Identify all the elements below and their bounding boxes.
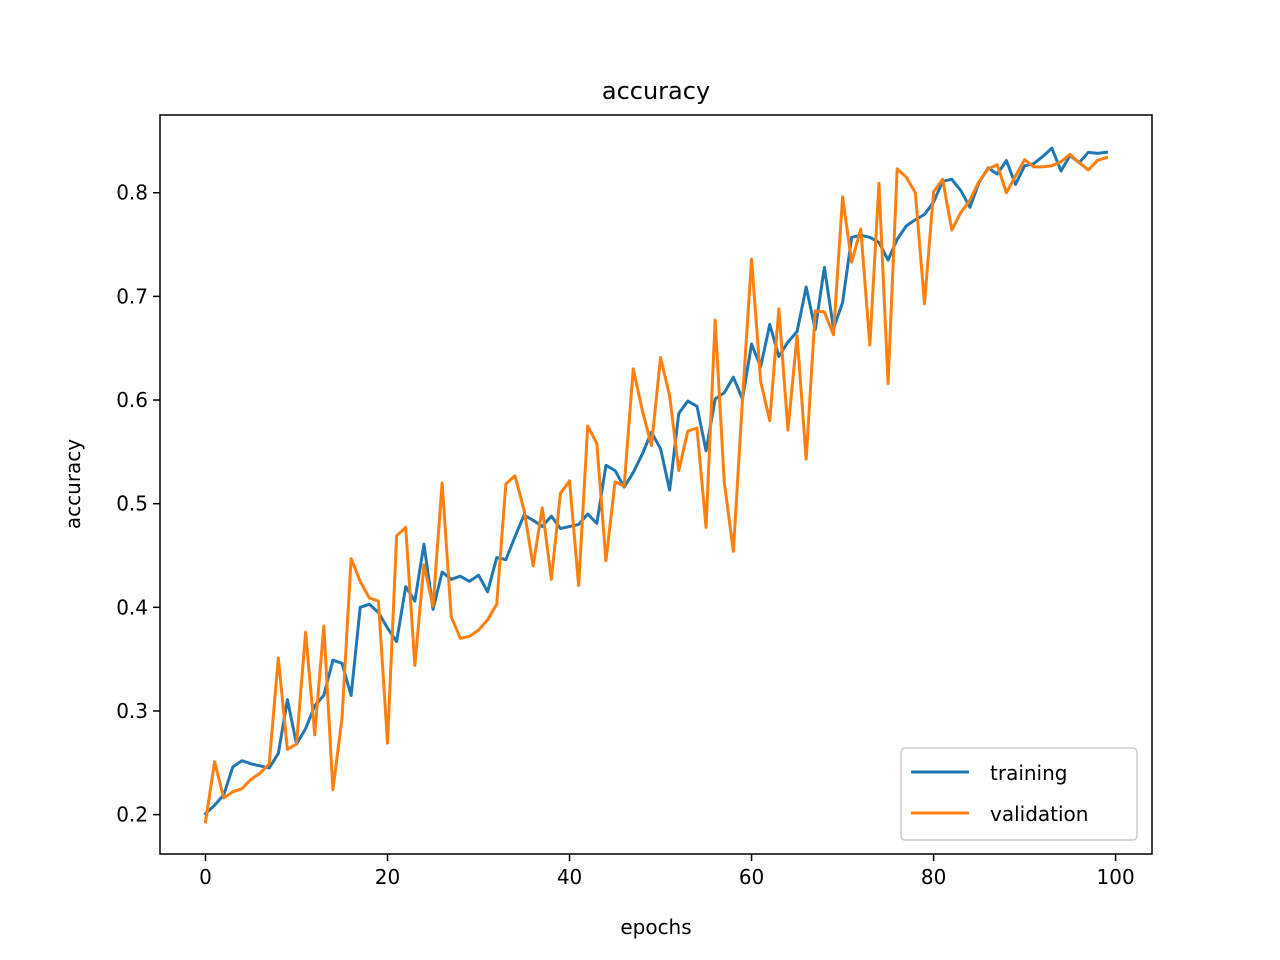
legend-label-training: training [990, 761, 1067, 785]
series-line-validation [203, 152, 1109, 824]
series-line-training [203, 146, 1109, 816]
series-group [203, 146, 1109, 824]
y-axis: 0.2 0.3 0.4 0.5 0.6 0.7 0.8 [116, 181, 160, 827]
chart-title: accuracy [602, 77, 710, 105]
x-axis-label: epochs [620, 915, 691, 939]
y-tick-label: 0.2 [116, 803, 148, 827]
y-tick-label: 0.3 [116, 699, 148, 723]
x-axis: 0 20 40 60 80 100 [199, 854, 1135, 889]
plot-frame [159, 114, 1153, 855]
x-tick-label: 0 [199, 865, 212, 889]
y-tick-label: 0.6 [116, 388, 148, 412]
x-tick-label: 20 [375, 865, 400, 889]
plot-area [159, 114, 1153, 855]
y-tick-label: 0.5 [116, 492, 148, 516]
x-tick-label: 60 [739, 865, 764, 889]
x-tick-label: 40 [557, 865, 582, 889]
x-tick-label: 80 [921, 865, 946, 889]
y-axis-label: accuracy [61, 439, 85, 529]
x-tick-label: 100 [1097, 865, 1135, 889]
legend-label-validation: validation [990, 802, 1088, 826]
legend: training validation [900, 747, 1138, 841]
y-tick-label: 0.7 [116, 284, 148, 308]
y-tick-label: 0.4 [116, 595, 148, 619]
y-tick-label: 0.8 [116, 181, 148, 205]
